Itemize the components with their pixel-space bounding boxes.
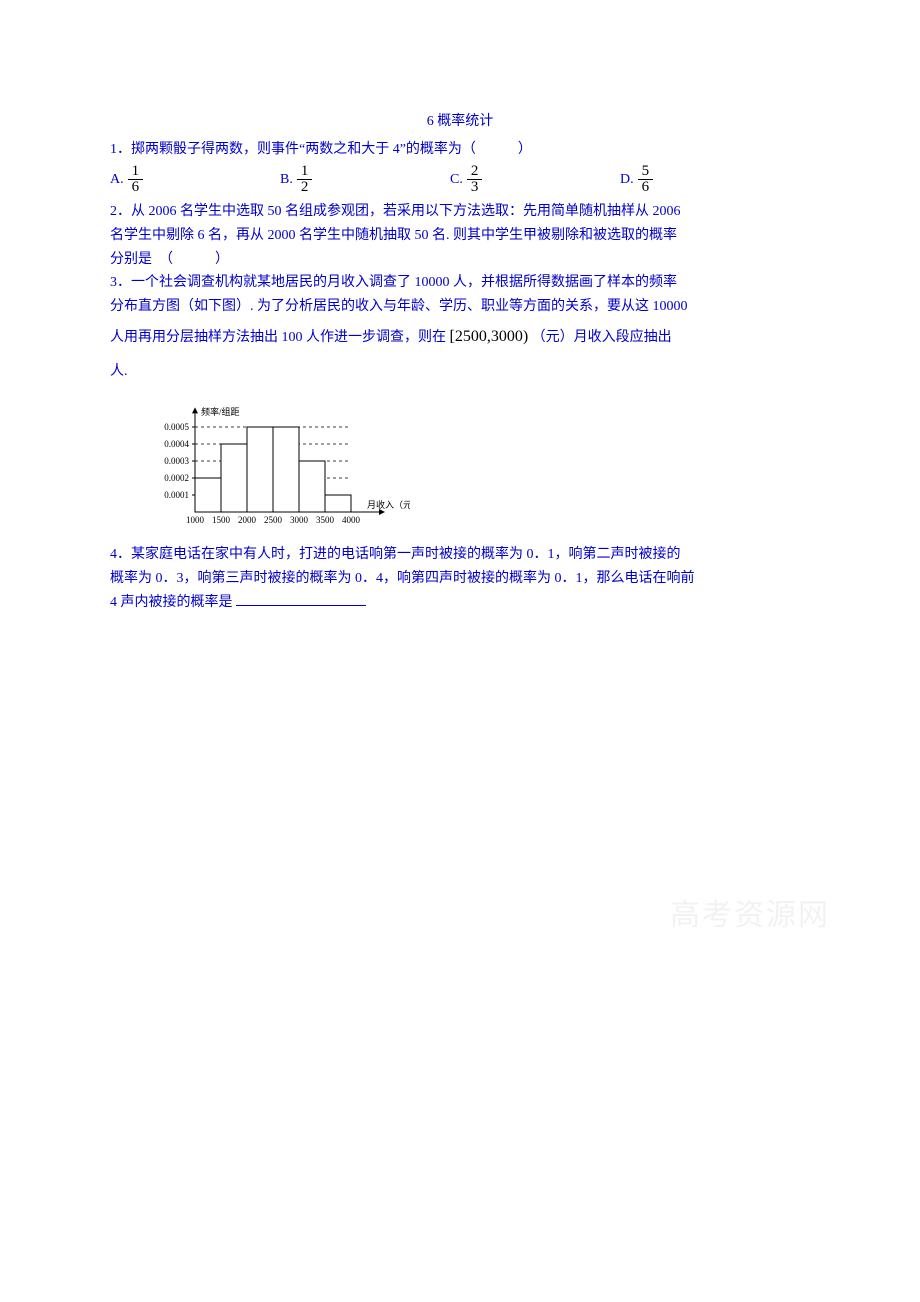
numerator: 1 bbox=[297, 164, 313, 181]
fraction: 1 6 bbox=[128, 164, 144, 197]
denominator: 2 bbox=[297, 180, 313, 196]
q3-line3-pre: 人用再用分层抽样方法抽出 100 人作进一步调查，则在 bbox=[110, 330, 446, 345]
fraction: 5 6 bbox=[638, 164, 654, 197]
fraction: 2 3 bbox=[467, 164, 483, 197]
q4-line3-pre: 4 声内被接的概率是 bbox=[110, 595, 233, 610]
svg-text:0.0005: 0.0005 bbox=[164, 422, 189, 432]
q3-line1: 3．一个社会调查机构就某地居民的月收入调查了 10000 人，并根据所得数据画了… bbox=[110, 271, 810, 295]
svg-text:3000: 3000 bbox=[290, 515, 309, 525]
option-label: D. bbox=[620, 168, 634, 192]
q3-line3: 人用再用分层抽样方法抽出 100 人作进一步调查，则在 [2500,3000) … bbox=[110, 319, 810, 354]
histogram-chart: 频率/组距月收入（元） 0.0001 0.0002 0.0003 0.0004 0.000… bbox=[140, 392, 810, 537]
numerator: 2 bbox=[467, 164, 483, 181]
q2-line1: 2．从 2006 名学生中选取 50 名组成参观团，若采用以下方法选取：先用简单… bbox=[110, 200, 810, 224]
option-label: C. bbox=[450, 168, 463, 192]
denominator: 3 bbox=[467, 180, 483, 196]
option-label: B. bbox=[280, 168, 293, 192]
svg-text:0.0003: 0.0003 bbox=[164, 456, 189, 466]
q3-line4: 人. bbox=[110, 360, 810, 384]
q2-line2: 名学生中剔除 6 名，再从 2000 名学生中随机抽取 50 名. 则其中学生甲… bbox=[110, 224, 810, 248]
page-title: 6 概率统计 bbox=[110, 110, 810, 134]
q1-option-b: B. 1 2 bbox=[280, 164, 450, 197]
q1-option-a: A. 1 6 bbox=[110, 164, 280, 197]
histogram-svg: 频率/组距月收入（元） 0.0001 0.0002 0.0003 0.0004 0.000… bbox=[140, 392, 410, 537]
q4-line3: 4 声内被接的概率是 bbox=[110, 591, 810, 615]
q4-line1: 4．某家庭电话在家中有人时，打进的电话响第一声时被接的概率为 0．1，响第二声时… bbox=[110, 543, 810, 567]
svg-text:2000: 2000 bbox=[238, 515, 257, 525]
q4-line2: 概率为 0．3，响第三声时被接的概率为 0．4，响第四声时被接的概率为 0．1，… bbox=[110, 567, 810, 591]
q1-choices: A. 1 6 B. 1 2 C. 2 3 D. 5 6 bbox=[110, 164, 810, 197]
q1-option-d: D. 5 6 bbox=[620, 164, 653, 197]
svg-text:4000: 4000 bbox=[342, 515, 361, 525]
q3-line2: 分布直方图（如下图）. 为了分析居民的收入与年龄、学历、职业等方面的关系，要从这… bbox=[110, 295, 810, 319]
svg-text:2500: 2500 bbox=[264, 515, 283, 525]
q1-stem: 1．掷两颗骰子得两数，则事件“两数之和大于 4”的概率为（ ） bbox=[110, 138, 810, 162]
svg-text:3500: 3500 bbox=[316, 515, 335, 525]
numerator: 1 bbox=[128, 164, 144, 181]
svg-text:月收入（元）: 月收入（元） bbox=[367, 499, 410, 510]
svg-text:0.0004: 0.0004 bbox=[164, 439, 189, 449]
watermark: 高考资源网 bbox=[670, 890, 830, 941]
svg-text:0.0002: 0.0002 bbox=[164, 473, 189, 483]
answer-blank bbox=[236, 593, 366, 606]
q1-option-c: C. 2 3 bbox=[450, 164, 620, 197]
q2-line3: 分别是 （ ） bbox=[110, 248, 810, 272]
denominator: 6 bbox=[638, 180, 654, 196]
svg-text:1000: 1000 bbox=[186, 515, 205, 525]
q3-line3-post: （元）月收入段应抽出 bbox=[532, 330, 672, 345]
svg-text:频率/组距: 频率/组距 bbox=[201, 406, 240, 417]
denominator: 6 bbox=[128, 180, 144, 196]
fraction: 1 2 bbox=[297, 164, 313, 197]
option-label: A. bbox=[110, 168, 124, 192]
svg-text:0.0001: 0.0001 bbox=[164, 490, 189, 500]
numerator: 5 bbox=[638, 164, 654, 181]
svg-text:1500: 1500 bbox=[212, 515, 231, 525]
q3-interval: [2500,3000) bbox=[450, 328, 529, 345]
